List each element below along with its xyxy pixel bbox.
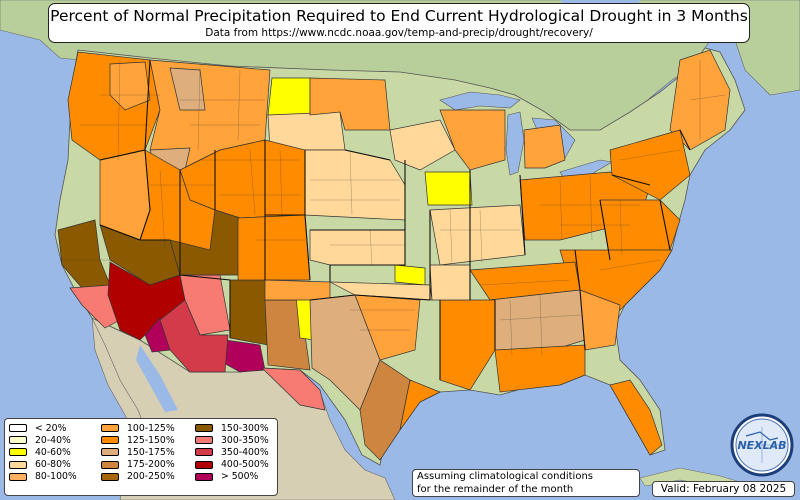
legend-label: 40-60%: [35, 446, 71, 458]
region-montana-tan: [169, 67, 206, 111]
legend-swatch: [101, 424, 119, 433]
region-panhandle-orange: [264, 279, 331, 301]
legend-label: 300-350%: [221, 434, 269, 446]
legend-label: 60-80%: [35, 459, 71, 471]
legend-label: 400-500%: [221, 459, 269, 471]
region-texas-coast: [399, 379, 441, 431]
title-box: Percent of Normal Precipitation Required…: [48, 3, 750, 43]
legend-column-1: < 20% 20-40% 40-60% 60-80% 80-100%: [9, 422, 77, 483]
legend-label: 20-40%: [35, 434, 71, 446]
legend-label: > 500%: [221, 471, 259, 483]
legend-swatch: [195, 424, 213, 433]
state-boundaries: [99, 59, 691, 380]
valid-date: Valid: February 08 2025: [652, 481, 795, 497]
legend-swatch: [195, 448, 213, 457]
legend-entry: 350-400%: [195, 446, 269, 458]
legend-entry: 80-100%: [9, 471, 77, 483]
region-washington-east: [109, 61, 151, 111]
legend-column-2: 100-125% 125-150% 150-175% 175-200% 200-…: [101, 422, 175, 483]
legend-swatch: [9, 472, 27, 481]
legend-entry: 200-250%: [101, 471, 175, 483]
legend-entry: 100-125%: [101, 422, 175, 434]
legend-entry: 20-40%: [9, 434, 77, 446]
legend-swatch: [195, 460, 213, 469]
assumption-note: Assuming climatological conditions for t…: [412, 469, 640, 497]
legend-swatch: [9, 460, 27, 469]
legend-swatch: [101, 472, 119, 481]
legend-label: < 20%: [35, 422, 67, 434]
region-new-york-pa: [609, 129, 691, 201]
note-line-1: Assuming climatological conditions: [417, 471, 593, 482]
legend-label: 350-400%: [221, 446, 269, 458]
legend-swatch: [195, 436, 213, 445]
legend-label: 100-125%: [127, 422, 175, 434]
region-michigan: [523, 124, 566, 169]
region-missouri-illinois: [429, 204, 526, 266]
note-line-2: for the remainder of the month: [417, 483, 574, 495]
logo-text: NEXLAB: [737, 439, 786, 452]
legend-entry: 300-350%: [195, 434, 269, 446]
lake-michigan: [505, 111, 525, 176]
region-arizona-south: [159, 299, 229, 373]
legend-label: 150-175%: [127, 446, 175, 458]
region-iowa: [424, 171, 473, 206]
legend-label: 150-300%: [221, 422, 269, 434]
legend-label: 80-100%: [35, 471, 77, 483]
region-gulf-coast: [494, 344, 586, 393]
legend-swatch: [101, 460, 119, 469]
region-wisconsin: [439, 109, 506, 171]
region-southern-colorado: [237, 214, 311, 281]
legend-entry: 400-500%: [195, 459, 269, 471]
region-nebraska: [304, 149, 406, 221]
region-upper-midwest-light: [389, 119, 456, 171]
legend-entry: 150-300%: [195, 422, 269, 434]
nexlab-logo: NEXLAB: [730, 413, 794, 477]
region-new-mexico-west: [229, 279, 269, 346]
lake-superior: [439, 91, 521, 111]
region-kansas: [309, 229, 406, 266]
legend-entry: 40-60%: [9, 446, 77, 458]
legend-column-3: 150-300% 300-350% 350-400% 400-500% > 50…: [195, 422, 269, 483]
legend: < 20% 20-40% 40-60% 60-80% 80-100% 100-1…: [4, 418, 278, 496]
legend-label: 125-150%: [127, 434, 175, 446]
legend-swatch: [101, 448, 119, 457]
legend-swatch: [9, 436, 27, 445]
region-kansas-yellow: [394, 264, 426, 286]
division-boundaries: [60, 59, 726, 356]
legend-label: 175-200%: [127, 459, 175, 471]
legend-swatch: [101, 436, 119, 445]
legend-label: 200-250%: [127, 471, 175, 483]
region-arkansas: [429, 264, 471, 301]
region-big-bend: [261, 367, 326, 411]
legend-entry: < 20%: [9, 422, 77, 434]
region-minnesota-orange: [309, 77, 391, 131]
legend-entry: > 500%: [195, 471, 269, 483]
region-nevada: [99, 149, 151, 241]
legend-entry: 175-200%: [101, 459, 175, 471]
legend-entry: 150-175%: [101, 446, 175, 458]
legend-entry: 125-150%: [101, 434, 175, 446]
map-subtitle: Data from https://www.ncdc.noaa.gov/temp…: [205, 27, 593, 39]
region-southern-california-coast: [69, 284, 121, 329]
legend-swatch: [9, 448, 27, 457]
legend-entry: 60-80%: [9, 459, 77, 471]
gulf-of-california: [136, 345, 178, 412]
region-north-dakota: [267, 77, 311, 116]
legend-swatch: [195, 472, 213, 481]
legend-swatch: [9, 424, 27, 433]
map-title: Percent of Normal Precipitation Required…: [50, 7, 748, 25]
region-florida: [609, 379, 663, 456]
